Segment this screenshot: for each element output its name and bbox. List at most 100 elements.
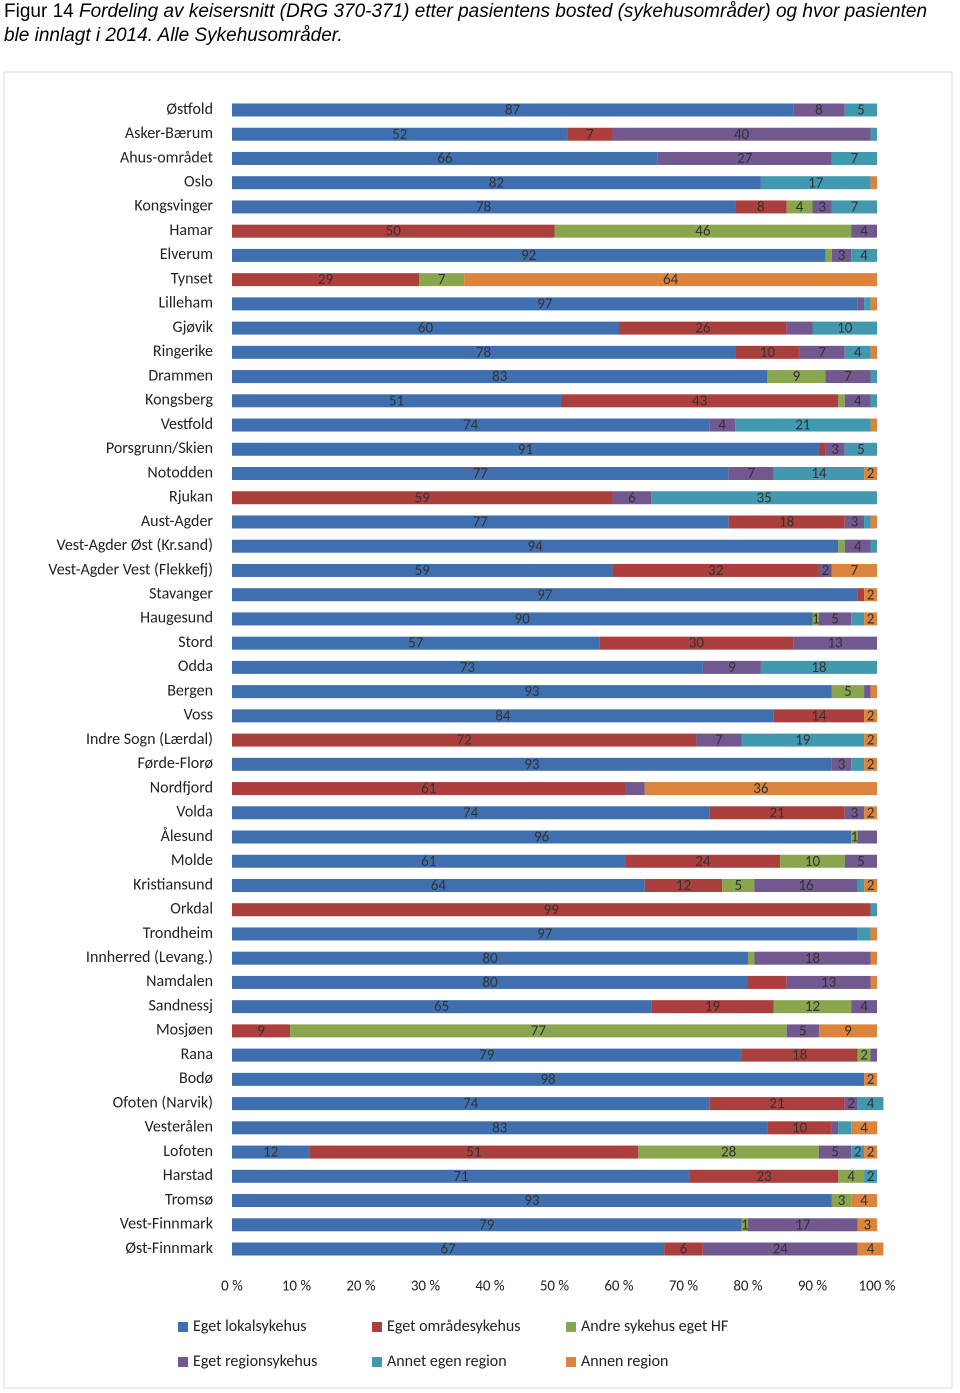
bar-segment [232,151,658,165]
bar-segment [657,151,832,165]
bar-segment [780,854,845,868]
value-label: 83 [492,1119,508,1137]
bar-segment [232,297,858,311]
bar-segment [651,491,877,505]
bar-segment [870,370,877,384]
y-tick-label: Østfold [166,100,213,119]
bar-segment [735,345,800,359]
value-label: 78 [476,199,491,217]
bar-segment [864,1072,877,1086]
value-label: 10 [792,1119,808,1137]
bar-segment [309,1145,639,1159]
value-label: 4 [718,417,726,435]
bar-segment [728,467,774,481]
value-label: 17 [808,174,824,192]
bar-segment [831,1194,852,1208]
value-label: 93 [524,756,540,774]
bar-segment [232,467,729,481]
bar-segment [844,394,871,408]
y-tick-label: Harstad [163,1166,213,1185]
bar-segment [232,927,858,941]
value-label: 35 [757,489,772,507]
value-label: 3 [838,756,846,774]
value-label: 2 [847,1095,855,1113]
value-label: 1 [812,610,820,628]
value-label: 23 [757,1168,773,1186]
value-label: 4 [860,998,868,1016]
bar-segment [232,176,761,190]
bar-segment [857,878,865,892]
bar-segment [825,442,845,456]
value-label: 2 [867,732,875,750]
y-tick-label: Kristiansund [133,875,213,894]
y-tick-label: Vest-Finnmark [120,1215,214,1234]
value-label: 7 [851,199,859,217]
y-tick-label: Lofoten [163,1142,213,1161]
value-label: 77 [531,1022,547,1040]
bar-segment [812,612,819,626]
legend-swatch [566,1357,576,1367]
bar-segment [851,612,865,626]
bar-segment [709,1097,845,1111]
legend-swatch [178,1357,188,1367]
bar-segment [831,685,865,699]
y-tick-label: Nordfjord [150,778,213,797]
bar-segment [638,1145,819,1159]
y-tick-label: Aust-Agder [141,512,214,531]
y-tick-label: Indre Sogn (Lærdal) [86,730,213,749]
value-label: 57 [408,635,424,653]
value-label: 4 [854,392,862,410]
value-label: 7 [438,271,446,289]
y-tick-label: Voss [184,706,213,725]
value-label: 87 [505,102,521,120]
y-tick-label: Gjøvik [173,318,214,337]
bar-segment [709,418,736,432]
bar-segment [741,1048,858,1062]
bar-segment [696,733,742,747]
y-tick-label: Notodden [147,463,213,482]
bar-segment [554,224,852,238]
legend-label: Annen region [581,1352,668,1371]
bar-segment [825,370,871,384]
value-label: 51 [389,392,404,410]
bar-segment [786,1024,819,1038]
bar-segment [612,563,819,577]
legend-label: Eget områdesykehus [387,1317,521,1336]
value-label: 82 [489,174,504,192]
value-label: 61 [421,780,436,798]
value-label: 84 [495,707,511,725]
bar-segment [232,127,568,141]
value-label: 7 [844,368,852,386]
bar-segment [232,1024,291,1038]
value-label: 3 [831,441,839,459]
bar-segment [851,1194,877,1208]
value-label: 77 [473,514,489,532]
bar-segment [844,1097,858,1111]
y-tick-label: Rana [181,1045,213,1064]
value-label: 12 [805,998,820,1016]
value-label: 2 [867,610,875,628]
y-tick-label: Førde-Florø [138,754,214,773]
value-label: 3 [851,514,859,532]
y-tick-label: Volda [176,803,213,822]
bar-segment [857,588,865,602]
bar-segment [786,200,813,214]
y-tick-label: Haugesund [140,609,213,628]
value-label: 98 [540,1071,555,1089]
x-tick-label: 20 % [346,1278,376,1296]
value-label: 65 [434,998,449,1016]
bar-segment [870,515,877,529]
value-label: 13 [821,974,837,992]
value-label: 12 [676,877,691,895]
bar-segment [812,321,877,335]
y-tick-label: Ahus-området [120,148,214,167]
value-label: 64 [663,271,679,289]
value-label: 5 [831,610,839,628]
value-label: 50 [386,223,402,241]
bar-segment [864,806,877,820]
bar-segment [689,1169,839,1183]
value-label: 21 [795,417,810,435]
value-label: 2 [867,586,875,604]
value-label: 21 [769,1095,784,1113]
bar-segment [232,951,748,965]
